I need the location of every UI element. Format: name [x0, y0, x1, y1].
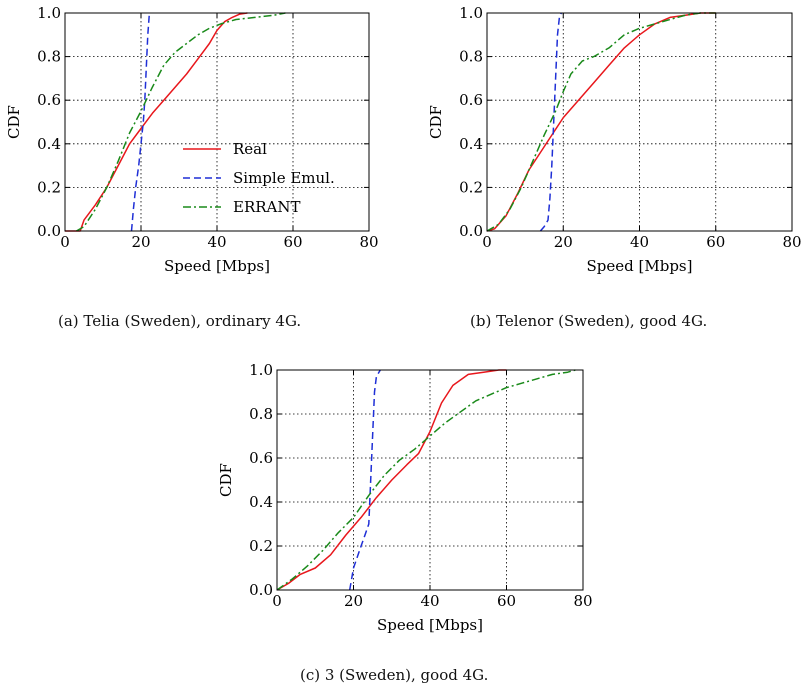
y-axis-label: CDF [5, 105, 23, 139]
y-tick-label: 0.0 [37, 222, 61, 240]
y-tick-label: 0.6 [249, 449, 273, 467]
x-tick-label: 20 [344, 592, 363, 610]
legend-label: ERRANT [233, 198, 301, 216]
y-tick-label: 0.6 [37, 91, 61, 109]
chart-2: 0 20 40 60 80 0.0 0.2 0.4 0.6 0.8 1.0 Speed [Mbps] C… [427, 4, 802, 275]
y-tick-label: 0.8 [37, 48, 61, 66]
caption-a: (a) Telia (Sweden), ordinary 4G. [58, 312, 302, 330]
chart-3: 0 20 40 60 80 0.0 0.2 0.4 0.6 0.8 1.0 Speed [Mbps] C… [217, 361, 593, 634]
x-tick-label: 60 [706, 233, 725, 251]
series-errant-line [276, 369, 576, 591]
legend-label: Simple Emul. [233, 169, 335, 187]
y-tick-label: 0.4 [249, 493, 273, 511]
caption-b: (b) Telenor (Sweden), good 4G. [470, 312, 708, 330]
y-tick-label: 0.0 [249, 581, 273, 599]
caption-c: (c) 3 (Sweden), good 4G. [300, 666, 489, 684]
x-tick-label: 0 [60, 233, 70, 251]
y-tick-label: 0.4 [37, 135, 61, 153]
legend-label: Real [233, 140, 267, 158]
x-tick-label: 20 [554, 233, 573, 251]
series-errant-line [76, 12, 286, 232]
y-tick-label: 0.4 [459, 135, 483, 153]
x-axis-label: Speed [Mbps] [377, 616, 483, 634]
x-axis-label: Speed [Mbps] [587, 257, 693, 275]
series-simple-emul-line [130, 12, 151, 232]
series-simple-emul-line [348, 369, 381, 591]
x-tick-label: 80 [359, 233, 378, 251]
x-axis-label: Speed [Mbps] [164, 257, 270, 275]
y-tick-label: 1.0 [37, 4, 61, 22]
x-tick-label: 80 [573, 592, 592, 610]
x-tick-label: 20 [131, 233, 150, 251]
series-errant-line [486, 12, 716, 232]
x-tick-label: 0 [482, 233, 492, 251]
y-axis-label: CDF [217, 463, 235, 497]
x-tick-label: 40 [630, 233, 649, 251]
y-tick-label: 0.8 [459, 48, 483, 66]
x-tick-label: 0 [272, 592, 282, 610]
chart-1: 0 20 40 60 80 0.0 0.2 0.4 0.6 0.8 1.0 Speed [Mbps] C… [5, 4, 379, 275]
y-tick-label: 0.2 [37, 178, 61, 196]
x-tick-label: 60 [283, 233, 302, 251]
y-tick-label: 0.8 [249, 405, 273, 423]
x-tick-label: 60 [497, 592, 516, 610]
y-tick-label: 0.0 [459, 222, 483, 240]
y-tick-label: 0.2 [459, 178, 483, 196]
series-real-line [65, 12, 248, 232]
series-real-line [276, 369, 507, 591]
y-tick-label: 1.0 [249, 361, 273, 379]
series-simple-emul-line [539, 12, 562, 232]
series-real-line [486, 12, 716, 232]
x-tick-label: 40 [420, 592, 439, 610]
x-tick-label: 80 [782, 233, 801, 251]
y-axis-label: CDF [427, 105, 445, 139]
x-tick-label: 40 [207, 233, 226, 251]
y-tick-label: 0.2 [249, 537, 273, 555]
y-tick-label: 1.0 [459, 4, 483, 22]
y-tick-label: 0.6 [459, 91, 483, 109]
legend: Real Simple Emul. ERRANT [183, 140, 335, 216]
